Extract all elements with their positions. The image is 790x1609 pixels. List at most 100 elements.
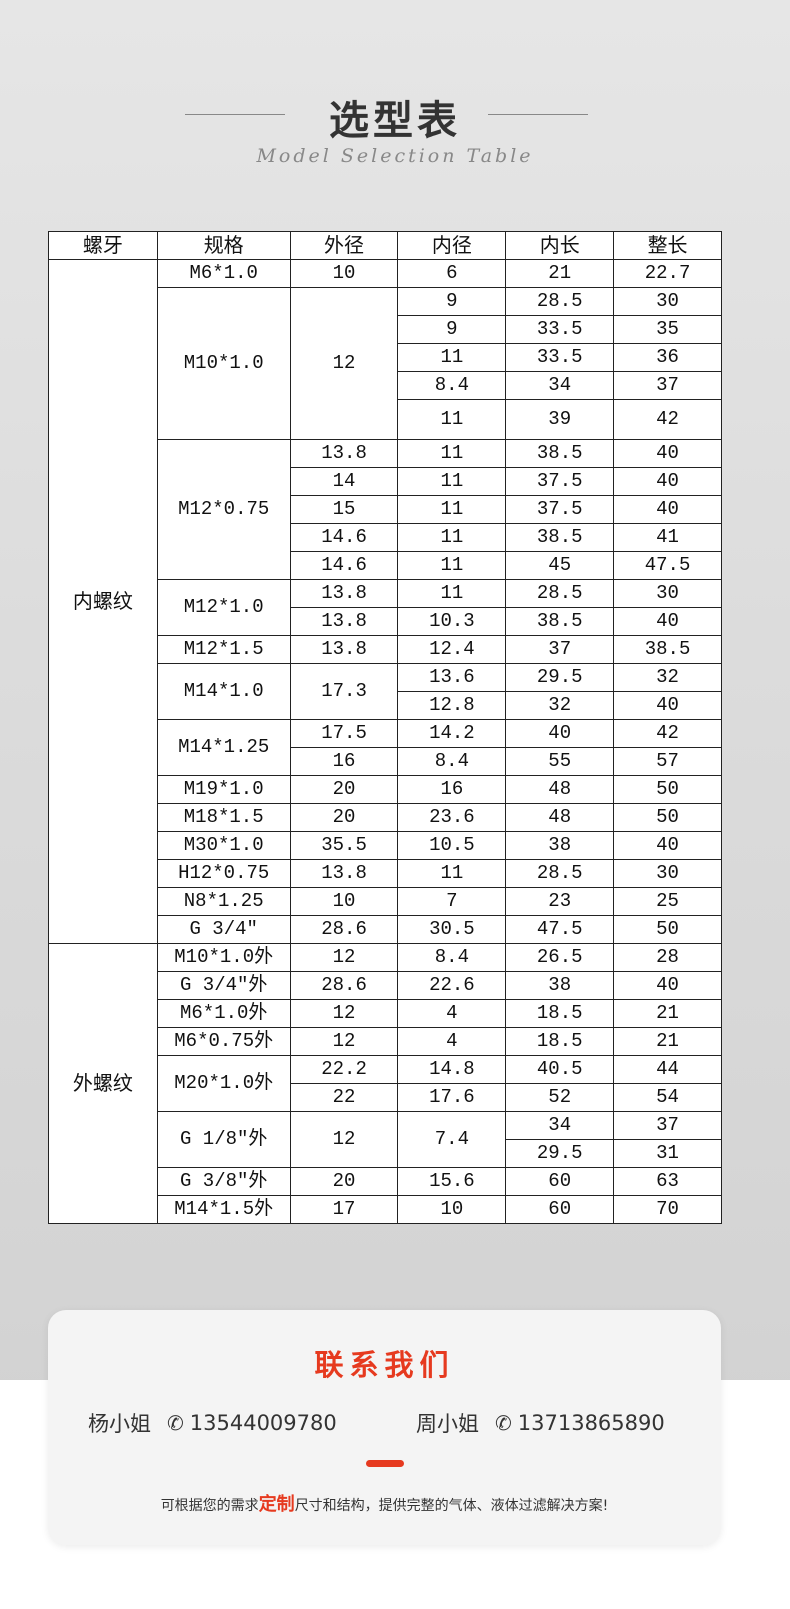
table-cell: 29.5: [505, 663, 615, 692]
table-cell: G 3/8″外: [156, 1167, 291, 1196]
table-cell: 14.2: [397, 719, 507, 748]
table-cell: 31: [613, 1139, 722, 1168]
table-cell: 18.5: [505, 999, 615, 1028]
table-row: G 3/8″外 20 15.6 60 63: [49, 1167, 722, 1196]
table-cell: 36: [613, 343, 722, 372]
column-header: 内径: [397, 231, 507, 260]
table-cell: 57: [613, 747, 722, 776]
page-subtitle: Model Selection Table: [256, 145, 534, 167]
table-cell: 12: [289, 287, 399, 440]
table-cell: 41: [613, 523, 722, 552]
table-row: N8*1.25 10 7 23 25: [49, 887, 722, 916]
contact-phone[interactable]: 13713865890: [517, 1411, 665, 1435]
table-cell: 13.8: [289, 439, 399, 468]
table-cell: M14*1.5外: [156, 1195, 291, 1224]
table-cell: 12: [289, 1027, 399, 1056]
table-cell: 6: [397, 259, 507, 288]
table-cell: 54: [613, 1083, 722, 1112]
table-cell: 9: [397, 315, 507, 344]
note-text: 可根据您的需求: [160, 1498, 259, 1514]
table-cell: 11: [397, 467, 507, 496]
table-cell: 40: [613, 971, 722, 1000]
table-header-row: 螺牙 规格 外径 内径 内长 整长: [48, 231, 722, 260]
table-cell: 11: [397, 399, 507, 440]
table-cell: 23.6: [397, 803, 507, 832]
table-cell: 40: [613, 607, 722, 636]
table-cell: 20: [289, 803, 399, 832]
table-row: 外螺纹 M10*1.0外 12 8.4 26.5 28: [48, 943, 722, 1224]
table-cell: 50: [613, 915, 722, 944]
table-cell: 13.6: [397, 663, 507, 692]
table-row: M14*1.5外 17 10 60 70: [49, 1195, 722, 1224]
table-cell: 28.5: [505, 579, 615, 608]
table-cell: N8*1.25: [156, 887, 291, 916]
note-highlight: 定制: [258, 1494, 295, 1515]
table-cell: 13.8: [289, 635, 399, 664]
table-cell: M14*1.0: [156, 663, 291, 720]
table-cell: 47.5: [505, 915, 615, 944]
phone-icon: ✆: [167, 1411, 184, 1435]
column-header: 外径: [289, 231, 399, 260]
table-cell: 48: [505, 775, 615, 804]
table-cell: 29.5: [505, 1139, 615, 1168]
table-cell: 9: [397, 287, 507, 316]
table-cell: 17.5: [289, 719, 399, 748]
table-cell: 15.6: [397, 1167, 507, 1196]
table-cell: 30: [613, 579, 722, 608]
table-cell: 12: [289, 999, 399, 1028]
table-row: M6*0.75外 12 4 18.5 21: [49, 1027, 722, 1056]
table-cell: 16: [397, 775, 507, 804]
table-cell: 14: [289, 467, 399, 496]
table-cell: 22: [289, 1083, 399, 1112]
table-cell: M12*1.5: [156, 635, 291, 664]
column-header: 螺牙: [48, 231, 158, 260]
table-cell: 14.6: [289, 523, 399, 552]
table-cell: 13.8: [289, 579, 399, 608]
table-row: M14*1.0 17.3 13.6 29.5 32: [49, 663, 722, 720]
table-cell: 38.5: [505, 523, 615, 552]
title-divider-left: [185, 114, 285, 115]
table-row: M30*1.0 35.5 10.5 38 40: [49, 831, 722, 860]
table-cell: 12.4: [397, 635, 507, 664]
table-cell: 35.5: [289, 831, 399, 860]
table-cell: 11: [397, 859, 507, 888]
table-cell: 37: [613, 371, 722, 400]
table-cell: 40: [613, 831, 722, 860]
custom-note: 可根据您的需求定制尺寸和结构，提供完整的气体、液体过滤解决方案!: [48, 1490, 721, 1516]
table-cell: 28.5: [505, 287, 615, 316]
table-row: M12*0.75 13.8 11 38.5 40: [49, 439, 722, 580]
table-cell: M6*1.0: [156, 259, 291, 288]
table-cell: M10*1.0外: [156, 943, 291, 972]
table-cell: 13.8: [289, 859, 399, 888]
table-cell: 52: [505, 1083, 615, 1112]
table-cell: 32: [505, 691, 615, 720]
table-row: 11 39 42: [49, 399, 722, 440]
table-cell: 12: [289, 943, 399, 972]
model-selection-table: 螺牙 规格 外径 内径 内长 整长 内螺纹 M6*1.0 10 6 21 22.7 M10*1.0 12…: [48, 231, 722, 1224]
table-cell: M12*0.75: [156, 439, 291, 580]
table-cell: 70: [613, 1195, 722, 1224]
table-row: 8.4 34 37: [49, 371, 722, 400]
table-cell: 11: [397, 523, 507, 552]
table-cell: M19*1.0: [156, 775, 291, 804]
table-row: 14.6 11 45 47.5: [49, 551, 722, 580]
table-cell: 28: [613, 943, 722, 972]
table-cell: G 1/8″外: [156, 1111, 291, 1168]
table-cell: 50: [613, 775, 722, 804]
table-cell: 16: [289, 747, 399, 776]
table-row: H12*0.75 13.8 11 28.5 30: [49, 859, 722, 888]
table-cell: 11: [397, 439, 507, 468]
table-row: G 1/8″外 12 7.4 34 37: [49, 1111, 722, 1168]
contact-name: 周小姐: [416, 1412, 479, 1436]
table-row: 内螺纹 M6*1.0 10 6 21 22.7: [48, 259, 722, 944]
table-cell: 38.5: [505, 439, 615, 468]
table-cell: 33.5: [505, 343, 615, 372]
table-row: 14 11 37.5 40: [49, 467, 722, 496]
table-cell: 10: [289, 887, 399, 916]
table-cell: 40: [613, 467, 722, 496]
table-cell: 40.5: [505, 1055, 615, 1084]
title-divider-right: [488, 114, 588, 115]
table-cell: 34: [505, 371, 615, 400]
table-cell: 15: [289, 495, 399, 524]
contact-phone[interactable]: 13544009780: [189, 1411, 337, 1435]
